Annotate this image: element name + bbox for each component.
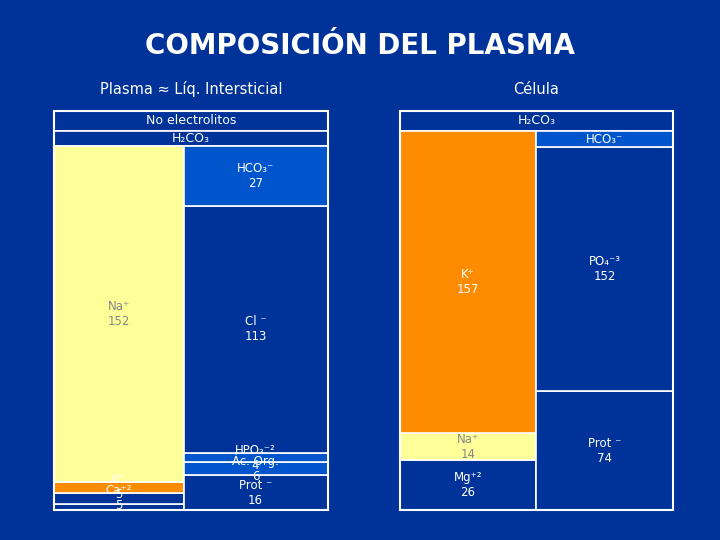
Text: K⁺
5: K⁺ 5 xyxy=(112,473,126,501)
Text: Plasma ≈ Líq. Intersticial: Plasma ≈ Líq. Intersticial xyxy=(99,81,282,97)
Text: Prot ⁻
16: Prot ⁻ 16 xyxy=(239,479,272,507)
Bar xyxy=(400,433,536,460)
Bar xyxy=(400,131,536,433)
Bar xyxy=(184,453,328,462)
Bar xyxy=(184,462,328,475)
Bar xyxy=(536,392,673,510)
Bar xyxy=(400,460,536,510)
Bar xyxy=(184,206,328,453)
Bar xyxy=(536,147,673,392)
Text: No electrolitos: No electrolitos xyxy=(145,114,236,127)
Text: K⁺
157: K⁺ 157 xyxy=(456,268,480,296)
Bar xyxy=(184,146,328,206)
Text: COMPOSICIÓN DEL PLASMA: COMPOSICIÓN DEL PLASMA xyxy=(145,32,575,60)
Bar xyxy=(400,111,673,131)
Text: Ca⁺²
5: Ca⁺² 5 xyxy=(106,484,132,512)
Text: Na⁺
152: Na⁺ 152 xyxy=(107,300,130,328)
Text: Prot ⁻
74: Prot ⁻ 74 xyxy=(588,437,621,465)
Bar xyxy=(536,131,673,147)
Bar xyxy=(54,504,184,510)
Bar xyxy=(54,111,328,510)
Text: HPO₃⁻²
4: HPO₃⁻² 4 xyxy=(235,444,276,471)
Bar xyxy=(54,492,184,504)
Text: H₂CO₃: H₂CO₃ xyxy=(518,114,555,127)
Text: Célula: Célula xyxy=(513,82,559,97)
Bar xyxy=(400,111,673,510)
Text: HCO₃⁻
27: HCO₃⁻ 27 xyxy=(237,162,274,190)
Text: PO₄⁻³
152: PO₄⁻³ 152 xyxy=(589,255,621,284)
Text: Mg⁺²
26: Mg⁺² 26 xyxy=(454,471,482,500)
Text: Ác. Org.
6: Ác. Org. 6 xyxy=(232,454,279,483)
Bar xyxy=(54,131,328,146)
Bar xyxy=(54,146,184,482)
Text: Na⁺
14: Na⁺ 14 xyxy=(457,433,479,461)
Bar xyxy=(184,475,328,510)
Text: Cl ⁻
113: Cl ⁻ 113 xyxy=(244,315,267,343)
Bar xyxy=(54,111,328,131)
Text: HCO₃⁻: HCO₃⁻ xyxy=(586,133,624,146)
Bar xyxy=(54,482,184,492)
Text: H₂CO₃: H₂CO₃ xyxy=(172,132,210,145)
